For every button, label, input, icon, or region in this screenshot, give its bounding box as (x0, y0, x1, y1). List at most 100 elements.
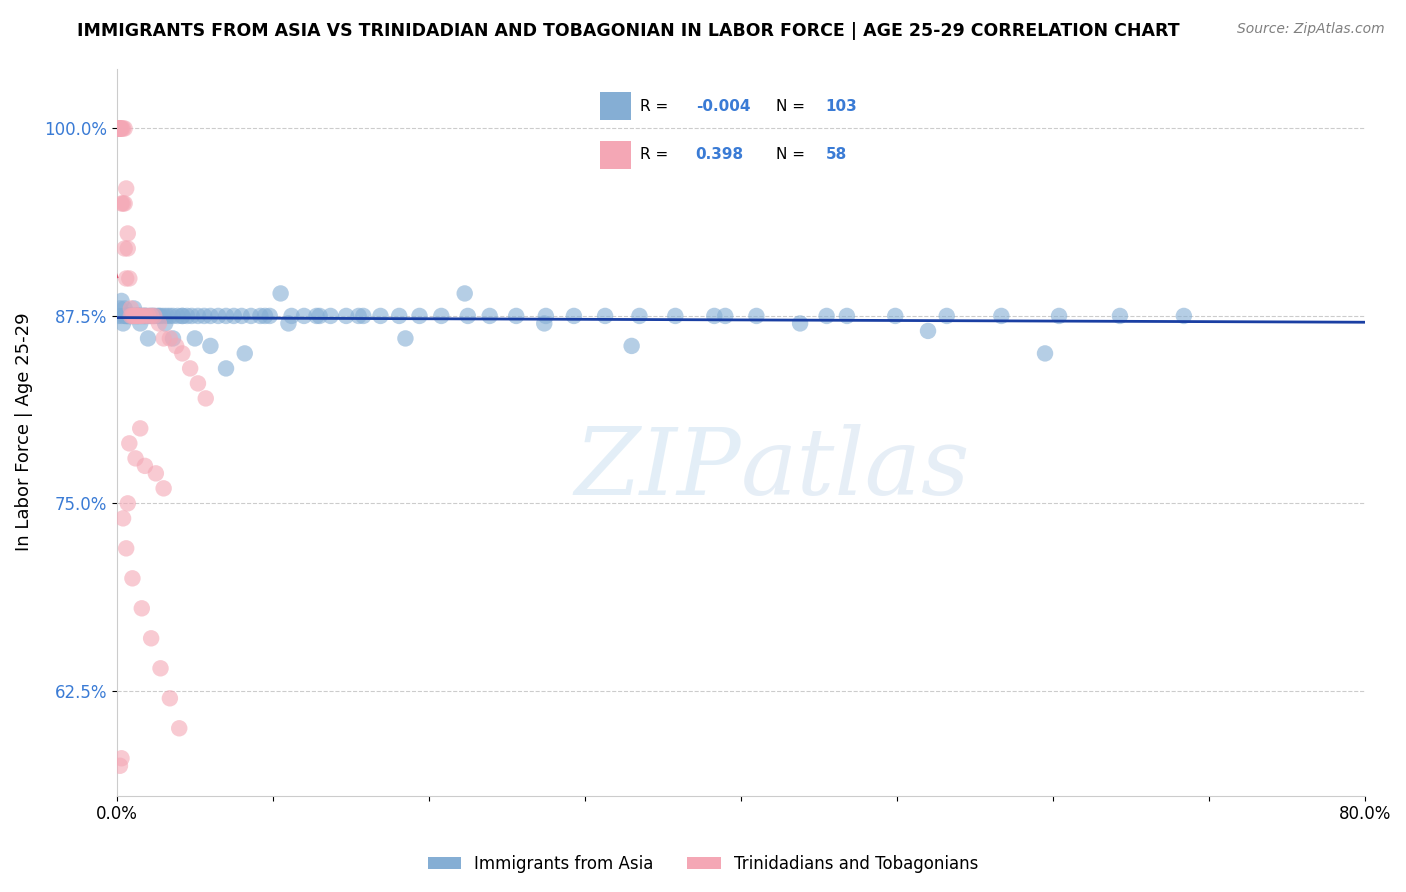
Point (121, 309, 143, 323)
Point (935, 309, 957, 323)
Point (121, 309, 143, 323)
Point (122, 301, 145, 316)
Point (1173, 309, 1195, 323)
Point (121, 571, 143, 585)
Point (152, 481, 174, 495)
Point (233, 346, 256, 360)
Point (156, 309, 179, 323)
Point (215, 361, 238, 376)
Point (127, 309, 149, 323)
Point (117, 309, 139, 323)
Point (115, 309, 138, 323)
Point (533, 317, 555, 331)
Point (129, 309, 152, 323)
Point (132, 309, 155, 323)
Point (135, 309, 157, 323)
Text: N =: N = (776, 99, 806, 114)
Point (478, 309, 501, 323)
Point (270, 286, 292, 301)
Point (120, 309, 142, 323)
Point (215, 309, 238, 323)
Point (124, 451, 146, 466)
Text: 0.398: 0.398 (696, 147, 744, 162)
Text: R =: R = (640, 99, 668, 114)
Point (335, 309, 357, 323)
Point (664, 309, 686, 323)
Point (162, 331, 184, 345)
Point (990, 309, 1012, 323)
Legend: Immigrants from Asia, Trinidadians and Tobagonians: Immigrants from Asia, Trinidadians and T… (422, 848, 984, 880)
FancyBboxPatch shape (600, 141, 631, 169)
Point (187, 309, 209, 323)
Point (193, 309, 215, 323)
Point (120, 309, 142, 323)
Point (628, 309, 651, 323)
Point (152, 331, 174, 345)
Point (115, 309, 138, 323)
Point (134, 458, 156, 473)
Point (1033, 346, 1056, 360)
Point (815, 309, 838, 323)
Point (370, 309, 392, 323)
Point (159, 331, 181, 345)
Point (917, 324, 939, 338)
Point (112, 121, 135, 136)
Point (745, 309, 768, 323)
Point (200, 309, 222, 323)
Point (187, 376, 209, 391)
Point (114, 301, 136, 316)
Point (107, 121, 129, 136)
Text: Source: ZipAtlas.com: Source: ZipAtlas.com (1237, 22, 1385, 37)
Point (108, 121, 131, 136)
Point (162, 309, 184, 323)
Point (207, 309, 229, 323)
Text: -0.004: -0.004 (696, 99, 751, 114)
Point (108, 758, 131, 772)
Point (115, 271, 138, 285)
Point (143, 309, 166, 323)
Point (394, 331, 416, 345)
Point (131, 601, 153, 615)
Point (172, 346, 194, 360)
Point (167, 721, 190, 735)
Point (118, 271, 141, 285)
Point (128, 309, 150, 323)
Point (128, 309, 150, 323)
Point (159, 691, 181, 706)
Point (131, 309, 153, 323)
Point (166, 309, 188, 323)
Point (454, 286, 477, 301)
Point (457, 309, 479, 323)
Point (114, 242, 136, 256)
Point (107, 309, 129, 323)
Point (534, 309, 557, 323)
Point (108, 121, 131, 136)
Point (200, 339, 222, 353)
Text: IMMIGRANTS FROM ASIA VS TRINIDADIAN AND TOBAGONIAN IN LABOR FORCE | AGE 25-29 CO: IMMIGRANTS FROM ASIA VS TRINIDADIAN AND … (77, 22, 1180, 40)
Point (253, 309, 276, 323)
Point (194, 392, 217, 406)
Point (153, 317, 176, 331)
Point (141, 632, 163, 646)
Point (388, 309, 411, 323)
Point (593, 309, 616, 323)
Point (292, 309, 315, 323)
Point (112, 196, 135, 211)
Point (308, 309, 330, 323)
Point (112, 317, 135, 331)
Point (110, 121, 132, 136)
Point (319, 309, 342, 323)
Point (138, 309, 160, 323)
Point (134, 309, 156, 323)
Text: 58: 58 (825, 147, 846, 162)
Point (176, 309, 198, 323)
Point (152, 309, 174, 323)
Point (1109, 309, 1132, 323)
Point (107, 121, 129, 136)
Point (108, 121, 131, 136)
Text: 103: 103 (825, 99, 858, 114)
Point (143, 309, 166, 323)
Point (108, 301, 131, 316)
Point (141, 309, 163, 323)
Point (165, 339, 187, 353)
